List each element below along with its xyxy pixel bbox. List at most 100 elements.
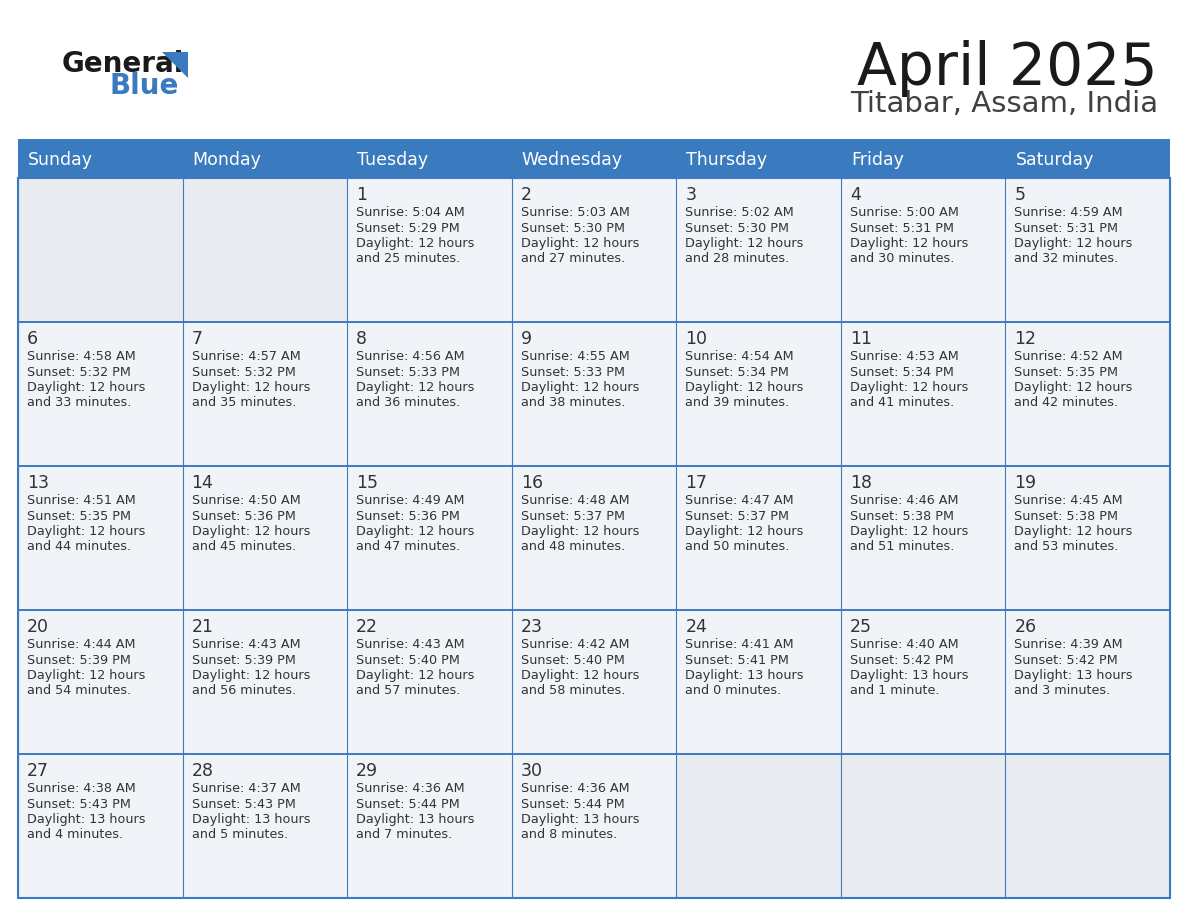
Text: Daylight: 12 hours: Daylight: 12 hours xyxy=(27,525,145,538)
Text: 6: 6 xyxy=(27,330,38,348)
Bar xyxy=(676,466,841,610)
Bar xyxy=(18,754,183,898)
Text: Sunrise: 4:48 AM: Sunrise: 4:48 AM xyxy=(520,494,630,507)
Text: 12: 12 xyxy=(1015,330,1036,348)
Text: 27: 27 xyxy=(27,762,49,780)
Bar xyxy=(841,466,1005,610)
Text: Sunset: 5:42 PM: Sunset: 5:42 PM xyxy=(1015,654,1118,666)
Text: and 39 minutes.: and 39 minutes. xyxy=(685,397,790,409)
Text: Sunrise: 4:50 AM: Sunrise: 4:50 AM xyxy=(191,494,301,507)
Text: and 51 minutes.: and 51 minutes. xyxy=(849,541,954,554)
Bar xyxy=(841,142,1005,178)
Text: Daylight: 12 hours: Daylight: 12 hours xyxy=(191,525,310,538)
Text: Sunrise: 4:46 AM: Sunrise: 4:46 AM xyxy=(849,494,959,507)
Bar xyxy=(512,466,676,610)
Bar xyxy=(512,142,676,178)
Bar xyxy=(18,139,1170,142)
Text: and 27 minutes.: and 27 minutes. xyxy=(520,252,625,265)
Text: Sunrise: 4:42 AM: Sunrise: 4:42 AM xyxy=(520,638,630,651)
Text: Daylight: 13 hours: Daylight: 13 hours xyxy=(1015,669,1133,682)
Bar xyxy=(841,322,1005,466)
Text: Tuesday: Tuesday xyxy=(358,151,428,169)
Text: Sunset: 5:35 PM: Sunset: 5:35 PM xyxy=(27,509,131,522)
Text: Sunrise: 5:02 AM: Sunrise: 5:02 AM xyxy=(685,206,794,219)
Bar xyxy=(841,610,1005,754)
Bar xyxy=(512,322,676,466)
Text: Sunset: 5:44 PM: Sunset: 5:44 PM xyxy=(356,798,460,811)
Text: April 2025: April 2025 xyxy=(858,40,1158,97)
Text: Sunset: 5:40 PM: Sunset: 5:40 PM xyxy=(520,654,625,666)
Bar xyxy=(347,142,512,178)
Text: and 53 minutes.: and 53 minutes. xyxy=(1015,541,1119,554)
Text: 20: 20 xyxy=(27,618,49,636)
Bar xyxy=(1005,754,1170,898)
Text: Sunset: 5:38 PM: Sunset: 5:38 PM xyxy=(1015,509,1118,522)
Text: Sunrise: 4:53 AM: Sunrise: 4:53 AM xyxy=(849,350,959,363)
Text: Daylight: 12 hours: Daylight: 12 hours xyxy=(520,525,639,538)
Text: and 7 minutes.: and 7 minutes. xyxy=(356,829,453,842)
Text: 10: 10 xyxy=(685,330,707,348)
Text: Sunrise: 4:49 AM: Sunrise: 4:49 AM xyxy=(356,494,465,507)
Text: 24: 24 xyxy=(685,618,707,636)
Bar xyxy=(183,754,347,898)
Text: 5: 5 xyxy=(1015,186,1025,204)
Text: Sunset: 5:29 PM: Sunset: 5:29 PM xyxy=(356,221,460,234)
Text: Daylight: 12 hours: Daylight: 12 hours xyxy=(685,237,803,250)
Text: Daylight: 12 hours: Daylight: 12 hours xyxy=(520,669,639,682)
Text: 28: 28 xyxy=(191,762,214,780)
Text: and 57 minutes.: and 57 minutes. xyxy=(356,685,461,698)
Text: Sunset: 5:32 PM: Sunset: 5:32 PM xyxy=(27,365,131,378)
Text: Sunrise: 4:39 AM: Sunrise: 4:39 AM xyxy=(1015,638,1123,651)
Text: Daylight: 13 hours: Daylight: 13 hours xyxy=(520,813,639,826)
Text: Sunset: 5:37 PM: Sunset: 5:37 PM xyxy=(520,509,625,522)
Text: 18: 18 xyxy=(849,474,872,492)
Text: Saturday: Saturday xyxy=(1016,151,1094,169)
Bar xyxy=(512,610,676,754)
Bar xyxy=(347,178,512,322)
Text: Sunset: 5:43 PM: Sunset: 5:43 PM xyxy=(191,798,296,811)
Text: Sunrise: 5:00 AM: Sunrise: 5:00 AM xyxy=(849,206,959,219)
Text: and 28 minutes.: and 28 minutes. xyxy=(685,252,790,265)
Text: Sunrise: 4:36 AM: Sunrise: 4:36 AM xyxy=(520,782,630,795)
Text: Daylight: 12 hours: Daylight: 12 hours xyxy=(191,381,310,394)
Text: and 0 minutes.: and 0 minutes. xyxy=(685,685,782,698)
Text: 16: 16 xyxy=(520,474,543,492)
Text: Sunset: 5:36 PM: Sunset: 5:36 PM xyxy=(356,509,460,522)
Text: 14: 14 xyxy=(191,474,214,492)
Text: and 1 minute.: and 1 minute. xyxy=(849,685,940,698)
Bar xyxy=(347,466,512,610)
Text: and 54 minutes.: and 54 minutes. xyxy=(27,685,131,698)
Text: and 8 minutes.: and 8 minutes. xyxy=(520,829,617,842)
Text: Daylight: 12 hours: Daylight: 12 hours xyxy=(849,381,968,394)
Text: Daylight: 12 hours: Daylight: 12 hours xyxy=(356,237,474,250)
Text: Sunset: 5:39 PM: Sunset: 5:39 PM xyxy=(27,654,131,666)
Text: Daylight: 12 hours: Daylight: 12 hours xyxy=(191,669,310,682)
Bar xyxy=(676,754,841,898)
Text: and 35 minutes.: and 35 minutes. xyxy=(191,397,296,409)
Bar xyxy=(676,322,841,466)
Text: Sunrise: 4:40 AM: Sunrise: 4:40 AM xyxy=(849,638,959,651)
Bar xyxy=(183,610,347,754)
Text: Sunrise: 4:55 AM: Sunrise: 4:55 AM xyxy=(520,350,630,363)
Text: Daylight: 13 hours: Daylight: 13 hours xyxy=(27,813,145,826)
Text: 25: 25 xyxy=(849,618,872,636)
Text: and 42 minutes.: and 42 minutes. xyxy=(1015,397,1119,409)
Text: 19: 19 xyxy=(1015,474,1037,492)
Text: and 5 minutes.: and 5 minutes. xyxy=(191,829,287,842)
Text: 9: 9 xyxy=(520,330,532,348)
Text: 8: 8 xyxy=(356,330,367,348)
Text: Sunset: 5:43 PM: Sunset: 5:43 PM xyxy=(27,798,131,811)
Text: Sunrise: 4:56 AM: Sunrise: 4:56 AM xyxy=(356,350,465,363)
Bar xyxy=(18,322,183,466)
Bar xyxy=(347,610,512,754)
Text: 13: 13 xyxy=(27,474,49,492)
Text: 30: 30 xyxy=(520,762,543,780)
Text: and 32 minutes.: and 32 minutes. xyxy=(1015,252,1119,265)
Text: Thursday: Thursday xyxy=(687,151,767,169)
Bar xyxy=(18,610,183,754)
Text: Sunrise: 4:41 AM: Sunrise: 4:41 AM xyxy=(685,638,794,651)
Text: Daylight: 12 hours: Daylight: 12 hours xyxy=(849,237,968,250)
Bar xyxy=(841,178,1005,322)
Text: Sunset: 5:44 PM: Sunset: 5:44 PM xyxy=(520,798,625,811)
Text: Sunday: Sunday xyxy=(29,151,93,169)
